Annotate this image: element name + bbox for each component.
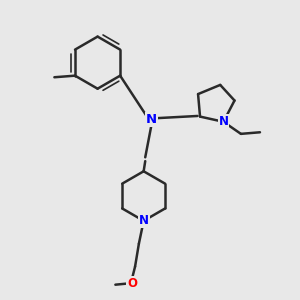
Text: O: O <box>127 277 137 290</box>
Text: N: N <box>139 214 148 227</box>
Text: N: N <box>218 115 228 128</box>
Text: N: N <box>146 113 157 126</box>
